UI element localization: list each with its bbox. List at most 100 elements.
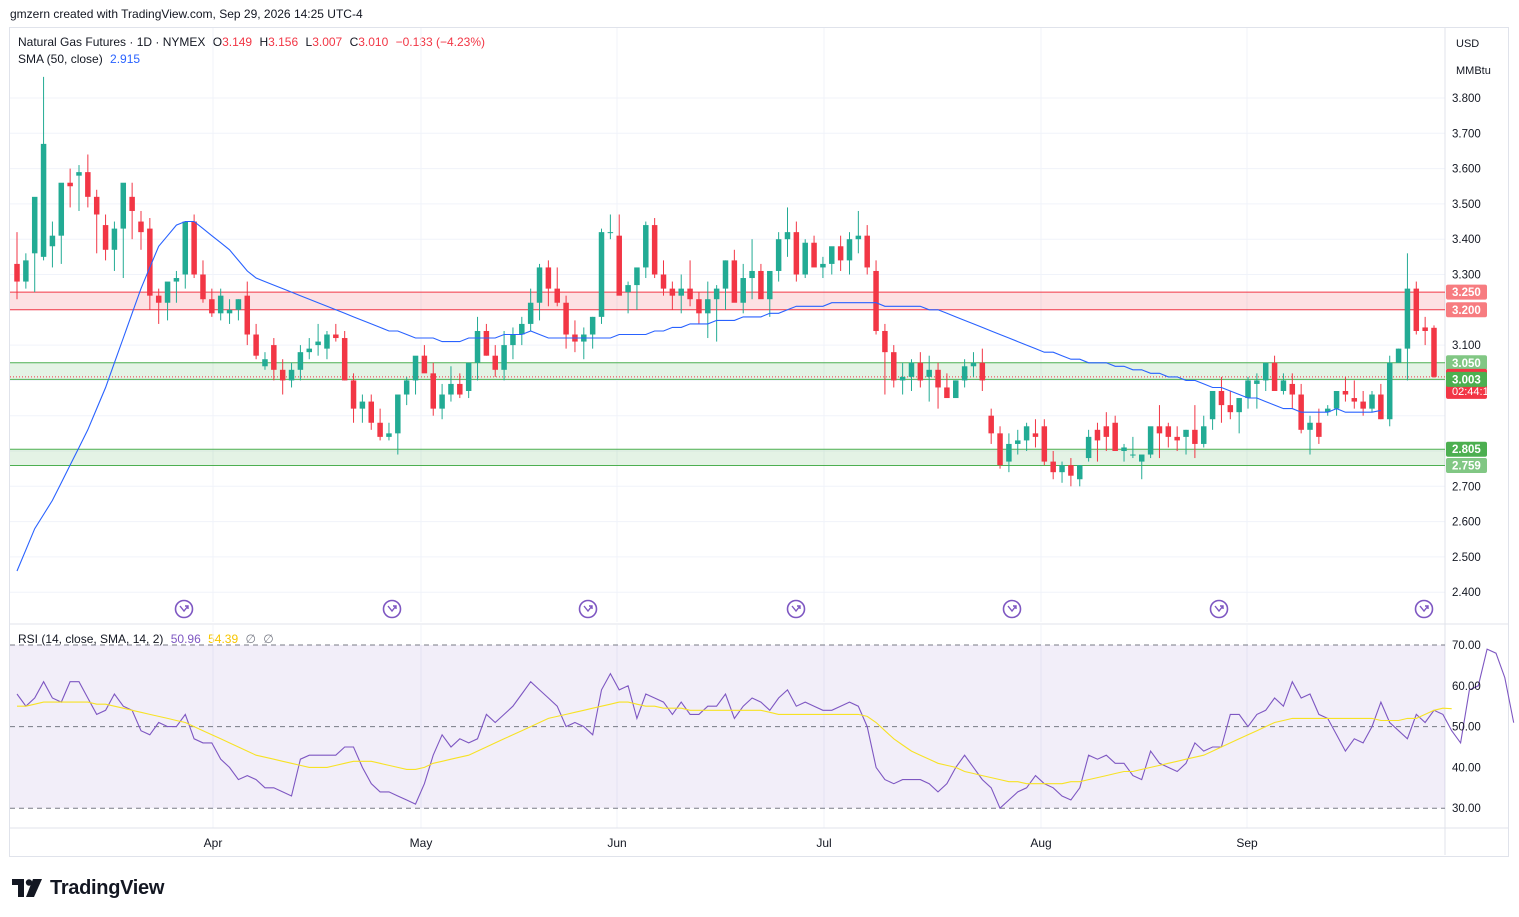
candle-body <box>1077 465 1083 480</box>
candle-body <box>899 376 906 381</box>
candle-body <box>67 182 73 187</box>
candle-body <box>669 288 676 296</box>
candle-body <box>1431 327 1437 377</box>
candle-body <box>1245 380 1251 399</box>
candle-body <box>1236 398 1242 413</box>
candlestick-series <box>14 76 1437 487</box>
candle-body <box>970 362 977 367</box>
candle-body <box>1316 422 1322 437</box>
candle-body <box>465 362 472 391</box>
candle-body <box>1378 394 1384 420</box>
candle-body <box>306 348 313 353</box>
time-axis-label: May <box>410 836 433 850</box>
candle-body <box>253 334 259 356</box>
rsi-axis: 30.00 40.00 50.00 60.00 70.00 <box>1452 640 1481 815</box>
close-value: C3.010 <box>349 35 389 49</box>
price-zone <box>10 449 1445 466</box>
header-credit: gmzern created with TradingView.com, Sep… <box>10 7 363 21</box>
tradingview-logo[interactable]: TradingView <box>12 876 164 900</box>
candle-body <box>412 355 419 381</box>
candle-body <box>1404 288 1411 349</box>
candle-body <box>731 260 738 303</box>
event-marker-glyph <box>387 605 397 613</box>
candle-body <box>882 330 888 353</box>
tradingview-logo-icon <box>12 879 42 897</box>
rsi-series-line <box>17 701 1452 785</box>
sma-label[interactable]: SMA (50, close) <box>18 52 103 66</box>
rsi-tick-label: 70.00 <box>1452 640 1481 652</box>
candle-body <box>1015 440 1021 444</box>
candle-body <box>1386 362 1393 420</box>
candle-body <box>1103 426 1110 437</box>
price-tick-label: 2.700 <box>1452 481 1481 493</box>
event-marker-glyph <box>179 605 189 613</box>
candle-body <box>634 267 640 286</box>
countdown-text: 02:44:12 <box>1452 386 1495 398</box>
candle-body <box>1262 362 1269 381</box>
candle-body <box>705 299 711 314</box>
candle-body <box>235 299 242 310</box>
candle-body <box>1006 443 1012 462</box>
candle-body <box>315 341 321 346</box>
candle-body <box>678 288 684 296</box>
candle-body <box>891 352 897 381</box>
candle-body <box>1050 461 1056 473</box>
candle-body <box>173 278 180 282</box>
candle-body <box>279 369 286 381</box>
symbol-name[interactable]: Natural Gas Futures · 1D · NYMEX <box>18 35 206 49</box>
candle-body <box>85 172 91 197</box>
candle-body <box>1068 465 1074 476</box>
candle-body <box>1351 398 1358 402</box>
price-label-bg <box>1446 371 1487 387</box>
candle-body <box>395 394 401 434</box>
candle-body <box>979 362 986 381</box>
candle-body <box>1342 390 1349 395</box>
chart-frame <box>9 27 1509 857</box>
candle-body <box>519 323 525 335</box>
candle-body <box>457 383 463 395</box>
unit-label[interactable]: MMBtu <box>1456 65 1491 77</box>
rsi-band <box>10 645 1445 809</box>
candle-body <box>1112 422 1118 451</box>
candle-body <box>350 380 357 409</box>
grid-lines <box>10 28 1509 855</box>
event-markers <box>174 599 1434 619</box>
candle-body <box>589 316 596 335</box>
price-zones <box>10 291 1445 466</box>
open-value: O3.149 <box>212 35 253 49</box>
candle-body <box>1023 426 1030 441</box>
candle-body <box>1094 429 1101 441</box>
candle-body <box>501 345 507 370</box>
candle-body <box>333 334 339 339</box>
candle-body <box>1041 426 1048 462</box>
candle-body <box>722 260 729 289</box>
event-marker-glyph <box>583 605 593 613</box>
price-label-text: 3.050 <box>1452 358 1481 370</box>
rsi-pane <box>10 644 1515 810</box>
rsi-tick-label: 50.00 <box>1452 722 1481 734</box>
candle-body <box>1271 362 1278 391</box>
candle-body <box>421 355 428 374</box>
candle-body <box>386 433 392 437</box>
event-marker-icon <box>786 599 806 619</box>
candle-body <box>935 369 941 388</box>
candle-body <box>403 380 410 395</box>
rsi-tick-label: 30.00 <box>1452 803 1481 815</box>
rsi-label[interactable]: RSI (14, close, SMA, 14, 2) <box>18 632 164 646</box>
low-value: L3.007 <box>305 35 343 49</box>
price-label-text: 2.759 <box>1452 460 1481 472</box>
candle-body <box>793 232 800 275</box>
candle-body <box>554 288 560 303</box>
candle-body <box>802 242 808 275</box>
time-axis-label: Jun <box>607 836 626 850</box>
candle-body <box>926 369 932 377</box>
candle-body <box>917 362 924 381</box>
candle-body <box>696 299 702 314</box>
candle-body <box>271 345 277 370</box>
price-axis: 2.400 2.500 2.600 2.700 3.100 3.300 3.400 3.500… <box>1452 93 1481 599</box>
currency-label[interactable]: USD <box>1456 38 1479 50</box>
event-marker-icon <box>578 599 598 619</box>
candle-body <box>758 270 764 300</box>
event-marker-glyph <box>1214 605 1224 613</box>
